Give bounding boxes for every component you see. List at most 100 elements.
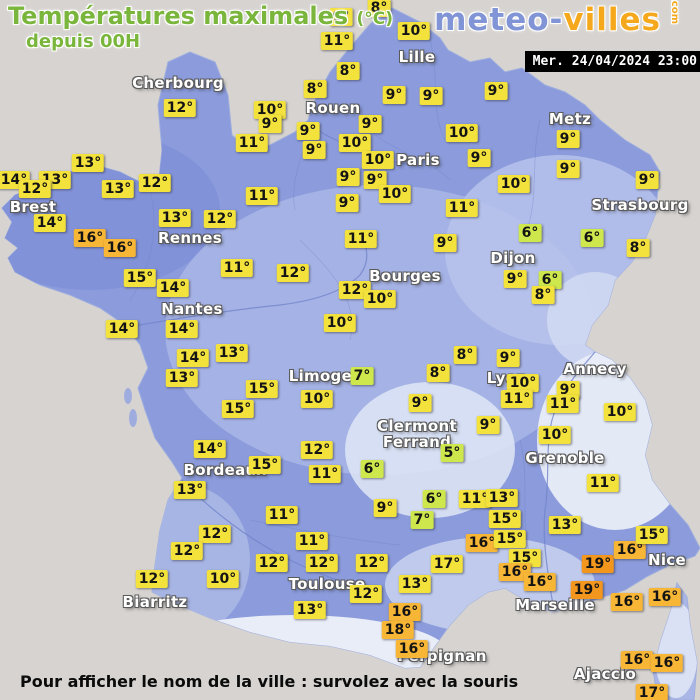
temp-label[interactable]: 13° [398,575,432,593]
temp-label[interactable]: 12° [18,180,52,198]
temp-label[interactable]: 7° [350,367,374,385]
temp-label[interactable]: 16° [650,654,684,672]
temp-label[interactable]: 10° [445,124,479,142]
temp-label[interactable]: 10° [363,290,397,308]
temp-label[interactable]: 9° [336,168,360,186]
temp-label[interactable]: 9° [476,416,500,434]
temp-label[interactable]: 9° [258,115,282,133]
temp-label[interactable]: 6° [580,229,604,247]
temp-label[interactable]: 8° [426,364,450,382]
temp-label[interactable]: 10° [206,570,240,588]
temp-label[interactable]: 8° [453,346,477,364]
temp-label[interactable]: 17° [430,555,464,573]
temp-label[interactable]: 9° [408,394,432,412]
temp-label[interactable]: 15° [488,510,522,528]
temp-label[interactable]: 9° [635,171,659,189]
temp-label[interactable]: 16° [498,563,532,581]
temp-label[interactable]: 11° [586,474,620,492]
temp-label[interactable]: 10° [506,374,540,392]
temp-label[interactable]: 12° [170,542,204,560]
temp-label[interactable]: 9° [484,82,508,100]
temp-label[interactable]: 16° [648,588,682,606]
brand-logo[interactable]: meteo-villes .com [434,0,688,38]
temp-label[interactable]: 10° [253,101,287,119]
temp-label[interactable]: 14° [176,349,210,367]
temp-label[interactable]: 12° [355,554,389,572]
temp-label[interactable]: 14° [33,214,67,232]
temp-label[interactable]: 17° [635,684,669,700]
temp-label[interactable]: 9° [556,130,580,148]
temp-label[interactable]: 9° [496,349,520,367]
temp-label[interactable]: 12° [300,441,334,459]
temp-label[interactable]: 12° [135,570,169,588]
temp-label[interactable]: 8° [367,0,391,17]
temp-label[interactable]: 6° [422,490,446,508]
temp-label[interactable]: 9° [358,115,382,133]
temp-label[interactable]: 19° [570,581,604,599]
temp-label[interactable]: 9° [419,87,443,105]
temp-label[interactable]: 9° [556,381,580,399]
temp-label[interactable]: 9° [467,149,491,167]
temp-label[interactable]: 15° [123,269,157,287]
temp-label[interactable]: 13° [548,516,582,534]
temp-label[interactable]: 15° [635,526,669,544]
temp-label[interactable]: 11° [546,395,580,413]
temp-label[interactable]: 10° [323,314,357,332]
temp-label[interactable]: 8° [336,62,360,80]
temp-label[interactable]: 16° [620,651,654,669]
temp-label[interactable]: 9° [373,499,397,517]
temp-label[interactable]: 15° [245,380,279,398]
temp-label[interactable]: 12° [198,525,232,543]
temp-label[interactable]: 12° [276,264,310,282]
temp-label[interactable]: 12° [203,210,237,228]
temp-label[interactable]: 16° [73,229,107,247]
temp-label[interactable]: 9° [433,234,457,252]
temp-label[interactable]: 10° [603,403,637,421]
temp-label[interactable]: 9° [329,8,353,26]
temp-label[interactable]: 16° [103,239,137,257]
temp-label[interactable]: 12° [163,99,197,117]
temp-label[interactable]: 10° [497,175,531,193]
temp-label[interactable]: 14° [156,279,190,297]
temp-label[interactable]: 10° [338,134,372,152]
temp-label[interactable]: 13° [215,344,249,362]
temp-label[interactable]: 15° [493,530,527,548]
temp-label[interactable]: 11° [235,134,269,152]
temp-label[interactable]: 13° [158,209,192,227]
temp-label[interactable]: 19° [581,555,615,573]
temp-label[interactable]: 9° [302,141,326,159]
temp-label[interactable]: 13° [71,154,105,172]
temp-label[interactable]: 11° [245,187,279,205]
temp-label[interactable]: 11° [308,465,342,483]
temp-label[interactable]: 15° [221,400,255,418]
temp-label[interactable]: 10° [361,151,395,169]
temp-label[interactable]: 12° [305,554,339,572]
temp-label[interactable]: 6° [538,271,562,289]
temp-label[interactable]: 7° [410,511,434,529]
temp-label[interactable]: 11° [265,506,299,524]
temp-label[interactable]: 11° [220,259,254,277]
temp-label[interactable]: 15° [248,456,282,474]
temp-label[interactable]: 9° [382,86,406,104]
temp-label[interactable]: 13° [293,601,327,619]
temp-label[interactable]: 12° [138,174,172,192]
temp-label[interactable]: 12° [338,281,372,299]
temp-label[interactable]: 16° [523,573,557,591]
temp-label[interactable]: 13° [173,481,207,499]
temp-label[interactable]: 14° [165,320,199,338]
temp-label[interactable]: 10° [378,185,412,203]
temp-label[interactable]: 11° [500,390,534,408]
temp-label[interactable]: 18° [381,621,415,639]
temp-label[interactable]: 6° [360,460,384,478]
temp-label[interactable]: 9° [296,122,320,140]
temp-label[interactable]: 10° [538,426,572,444]
temp-label[interactable]: 16° [610,593,644,611]
temp-label[interactable]: 8° [531,286,555,304]
temp-label[interactable]: 11° [344,230,378,248]
temp-label[interactable]: 10° [397,22,431,40]
temp-label[interactable]: 9° [335,194,359,212]
temp-label[interactable]: 14° [105,320,139,338]
temp-label[interactable]: 9° [556,160,580,178]
temp-label[interactable]: 8° [303,80,327,98]
temp-label[interactable]: 9° [363,171,387,189]
